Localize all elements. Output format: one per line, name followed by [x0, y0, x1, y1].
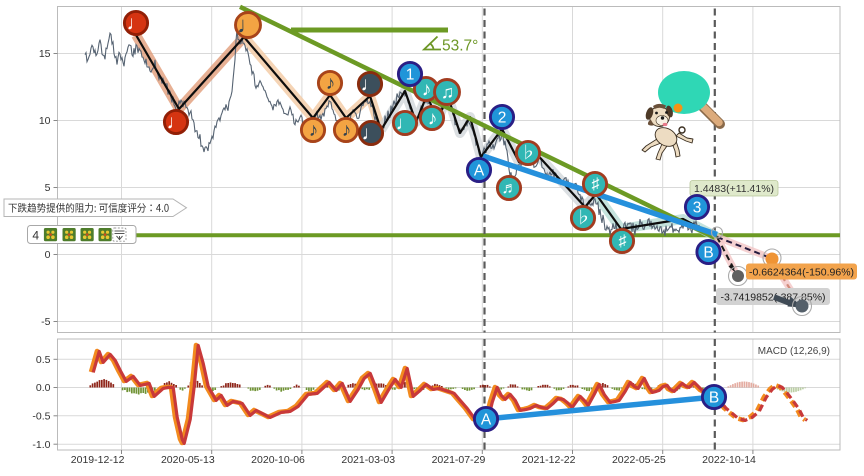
svg-text:2021-12-22: 2021-12-22 — [522, 454, 576, 466]
svg-text:♩: ♩ — [127, 13, 147, 35]
svg-text:1.4483(+11.41%): 1.4483(+11.41%) — [694, 183, 774, 195]
svg-text:2021-07-29: 2021-07-29 — [432, 454, 486, 466]
svg-text:♪: ♪ — [309, 120, 319, 141]
svg-text:2020-10-06: 2020-10-06 — [251, 454, 305, 466]
svg-text:♯: ♯ — [619, 233, 627, 250]
svg-text:♩: ♩ — [237, 12, 260, 38]
svg-text:♪: ♪ — [342, 120, 352, 141]
svg-text:10: 10 — [39, 115, 51, 127]
svg-text:♫: ♫ — [441, 82, 455, 102]
svg-text:0.5: 0.5 — [36, 354, 51, 366]
svg-text:0.0: 0.0 — [36, 382, 51, 394]
svg-text:♪: ♪ — [428, 107, 438, 129]
svg-text:1: 1 — [406, 67, 415, 84]
svg-text:B: B — [703, 245, 713, 262]
svg-text:15: 15 — [39, 48, 51, 60]
svg-text:MACD (12,26,9): MACD (12,26,9) — [758, 346, 830, 357]
svg-text:-1.0: -1.0 — [32, 439, 50, 451]
svg-text:2020-05-13: 2020-05-13 — [161, 454, 215, 466]
svg-text:B: B — [709, 390, 719, 407]
svg-text:2: 2 — [498, 110, 507, 127]
svg-text:♩: ♩ — [396, 112, 416, 134]
svg-text:0: 0 — [45, 249, 51, 261]
svg-text:♪: ♪ — [326, 73, 336, 94]
svg-text:2019-12-12: 2019-12-12 — [71, 454, 125, 466]
svg-text:A: A — [481, 412, 492, 429]
svg-text:5: 5 — [45, 182, 51, 194]
svg-text:2022-10-14: 2022-10-14 — [702, 454, 756, 466]
svg-text:53.7°: 53.7° — [442, 38, 478, 55]
svg-text:♩: ♩ — [167, 112, 187, 134]
svg-text:♬: ♬ — [502, 180, 518, 197]
svg-text:♩: ♩ — [361, 74, 381, 96]
svg-text:-5: -5 — [41, 316, 50, 328]
svg-text:♯: ♯ — [592, 176, 600, 193]
svg-text:-3.7419852(-387.85%): -3.7419852(-387.85%) — [720, 292, 825, 304]
svg-text:A: A — [474, 163, 485, 180]
svg-text:2021-03-03: 2021-03-03 — [341, 454, 395, 466]
svg-text:-0.6624364(-150.96%): -0.6624364(-150.96%) — [749, 267, 854, 279]
svg-text:3: 3 — [693, 200, 702, 217]
svg-text:♪: ♪ — [422, 78, 432, 100]
svg-text:-0.5: -0.5 — [32, 411, 50, 423]
svg-text:♩: ♩ — [362, 123, 382, 145]
svg-text:2022-05-25: 2022-05-25 — [612, 454, 666, 466]
svg-text:4: 4 — [32, 229, 39, 243]
